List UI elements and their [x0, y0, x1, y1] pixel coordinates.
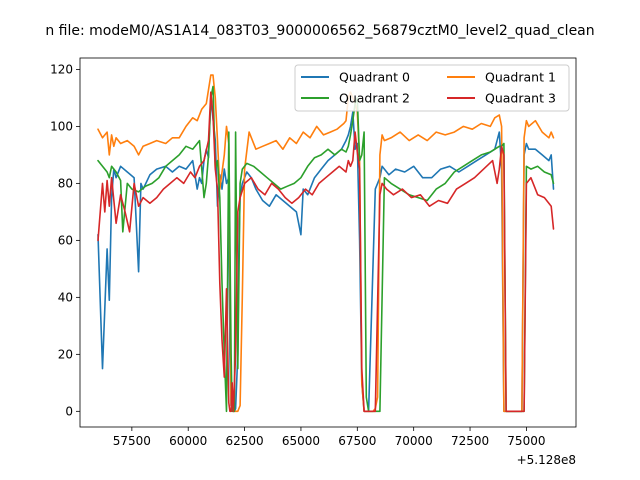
x-tick-label: 72500: [451, 434, 489, 448]
series-line-quadrant-1: [97, 74, 555, 413]
y-tick-label: 0: [65, 404, 73, 418]
series-layer: [97, 74, 555, 413]
x-tick-label: 57500: [113, 434, 151, 448]
x-tick-label: 67500: [338, 434, 376, 448]
legend-label-quadrant-3: Quadrant 3: [485, 91, 556, 106]
x-tick-label: 65000: [282, 434, 320, 448]
y-tick-label: 120: [50, 62, 73, 76]
legend-label-quadrant-2: Quadrant 2: [339, 91, 410, 106]
y-tick-label: 60: [58, 233, 73, 247]
chart-title: n file: modeM0/AS1A14_083T03_9000006562_…: [45, 23, 594, 39]
axes-layer: 57500 60000 62500 65000 67500 70000 72500 75000…: [50, 57, 577, 448]
series-line-quadrant-2: [97, 85, 555, 413]
legend-label-quadrant-1: Quadrant 1: [485, 70, 556, 85]
legend: Quadrant 0 Quadrant 1 Quadrant 2 Quadrant 3: [294, 64, 570, 112]
legend-label-quadrant-0: Quadrant 0: [339, 70, 410, 85]
plot-frame: [79, 57, 577, 428]
series-line-quadrant-3: [97, 91, 555, 413]
x-tick-label: 75000: [507, 434, 545, 448]
x-tick-label: 60000: [169, 434, 207, 448]
y-tick-label: 40: [58, 290, 73, 304]
series-line-quadrant-0: [97, 97, 555, 413]
y-tick-label: 20: [58, 347, 73, 361]
x-tick-label: 70000: [395, 434, 433, 448]
y-tick-label: 100: [50, 119, 73, 133]
x-offset-label: +5.128e8: [517, 453, 576, 467]
y-tick-label: 80: [58, 176, 73, 190]
legend-box: [294, 64, 570, 112]
x-tick-label: 62500: [225, 434, 263, 448]
